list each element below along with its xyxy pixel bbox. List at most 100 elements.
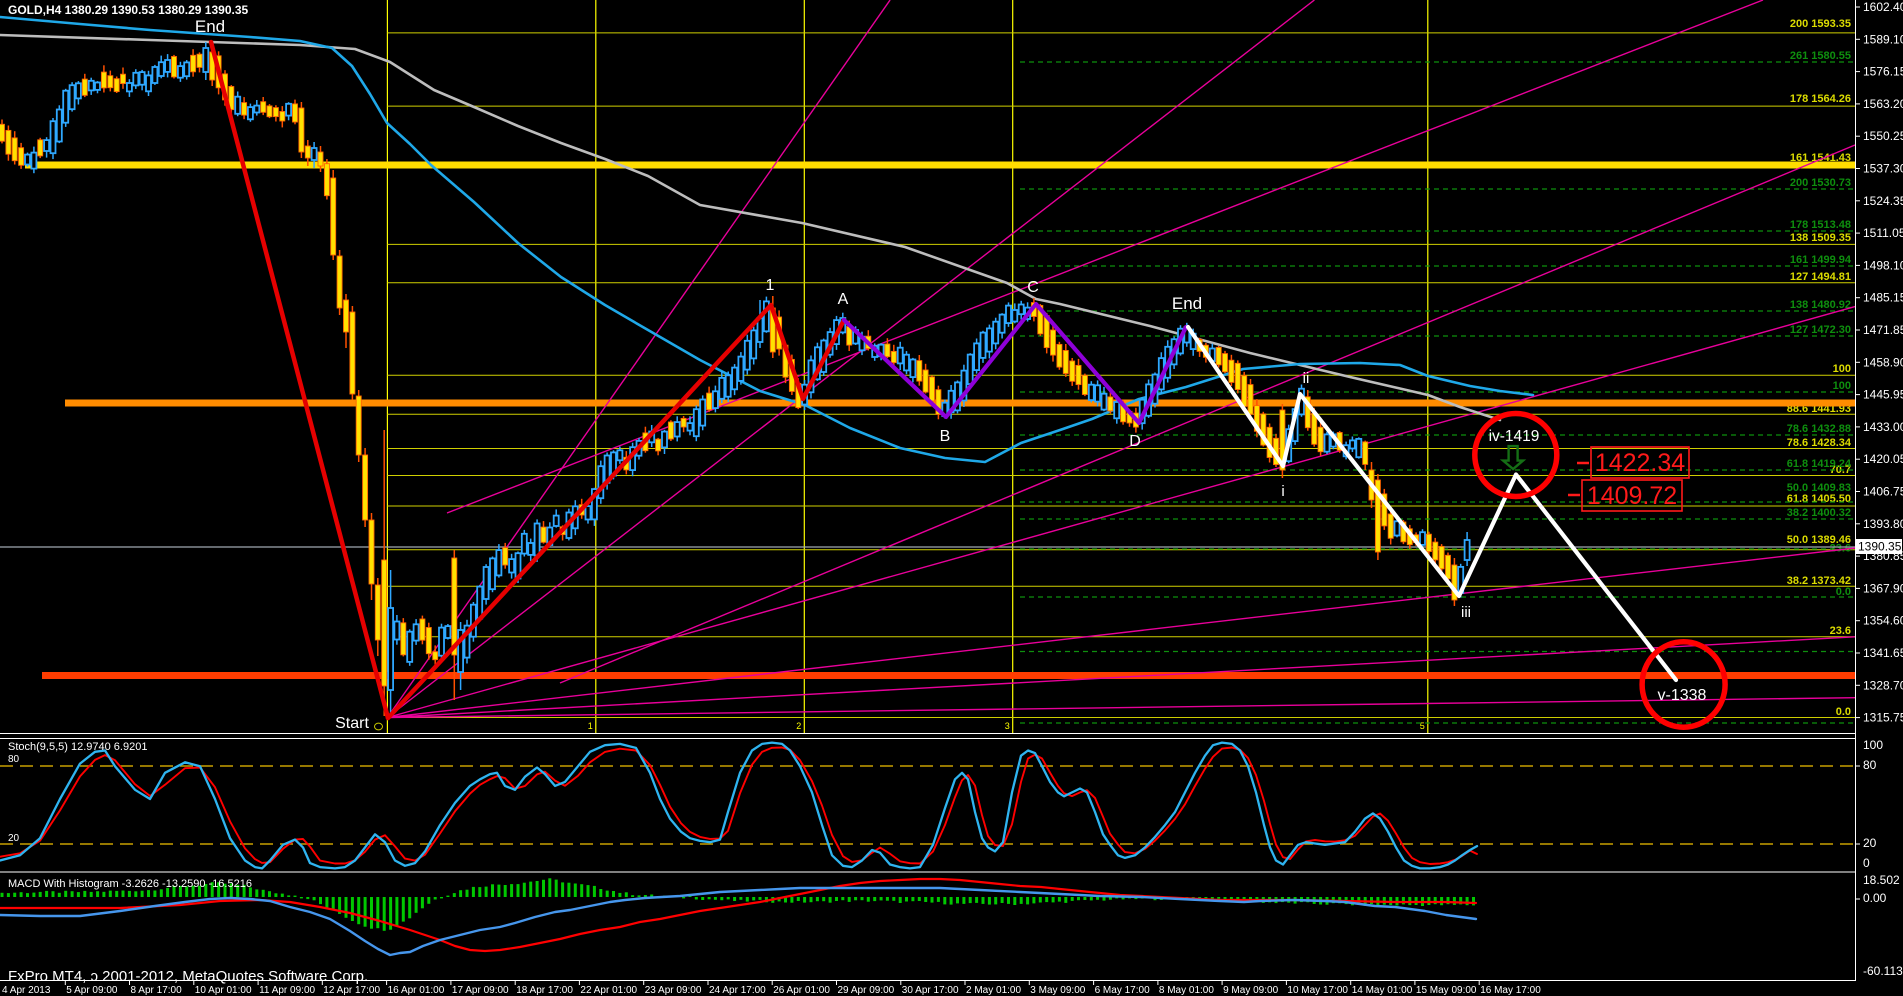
- svg-text:80: 80: [8, 754, 20, 765]
- svg-text:78.6 1432.88: 78.6 1432.88: [1787, 423, 1851, 435]
- svg-text:18.502: 18.502: [1863, 873, 1900, 887]
- svg-text:1315.75: 1315.75: [1863, 711, 1903, 725]
- svg-text:80: 80: [1863, 758, 1877, 772]
- svg-text:8 Apr 17:00: 8 Apr 17:00: [131, 985, 183, 996]
- svg-text:GOLD,H4 1380.29 1390.53 1380.: GOLD,H4 1380.29 1390.53 1380.29 1390.35: [8, 3, 249, 17]
- svg-text:22 Apr 01:00: 22 Apr 01:00: [580, 985, 637, 996]
- svg-text:61.8 1405.50: 61.8 1405.50: [1787, 493, 1851, 505]
- svg-text:5: 5: [1420, 721, 1425, 731]
- svg-text:1420.05: 1420.05: [1863, 452, 1903, 466]
- svg-text:23 Apr 09:00: 23 Apr 09:00: [645, 985, 702, 996]
- svg-text:50.0 1409.83: 50.0 1409.83: [1787, 482, 1851, 494]
- svg-text:1433.00: 1433.00: [1863, 420, 1903, 434]
- svg-text:3 May 09:00: 3 May 09:00: [1030, 985, 1085, 996]
- svg-text:Stoch(9,5,5) 12.9740 6.9201: Stoch(9,5,5) 12.9740 6.9201: [8, 741, 147, 753]
- svg-text:26 Apr 01:00: 26 Apr 01:00: [773, 985, 830, 996]
- svg-text:14 May 01:00: 14 May 01:00: [1352, 985, 1413, 996]
- svg-text:1602.40: 1602.40: [1863, 0, 1903, 14]
- svg-text:12 Apr 17:00: 12 Apr 17:00: [323, 985, 380, 996]
- svg-text:16 Apr 01:00: 16 Apr 01:00: [388, 985, 445, 996]
- svg-text:1563.20: 1563.20: [1863, 97, 1903, 111]
- svg-text:15 May 09:00: 15 May 09:00: [1416, 985, 1477, 996]
- svg-text:1550.25: 1550.25: [1863, 129, 1903, 143]
- svg-text:Start: Start: [335, 715, 369, 732]
- svg-text:1498.10: 1498.10: [1863, 258, 1903, 272]
- svg-text:100: 100: [1833, 363, 1851, 375]
- svg-text:100: 100: [1833, 380, 1851, 392]
- svg-text:End: End: [1172, 294, 1202, 313]
- svg-text:1458.90: 1458.90: [1863, 355, 1903, 369]
- svg-text:1422.34: 1422.34: [1595, 449, 1685, 477]
- svg-text:178 1513.48: 178 1513.48: [1790, 219, 1851, 231]
- svg-text:-60.1136: -60.1136: [1863, 964, 1903, 978]
- svg-text:D: D: [1129, 433, 1141, 450]
- svg-text:MACD With Histogram -3.2626 -1: MACD With Histogram -3.2626 -13.2590 -16…: [8, 878, 252, 890]
- svg-text:11 Apr 09:00: 11 Apr 09:00: [259, 985, 315, 996]
- svg-text:1367.90: 1367.90: [1863, 581, 1903, 595]
- svg-text:1485.15: 1485.15: [1863, 291, 1903, 305]
- svg-text:0.0: 0.0: [1836, 706, 1851, 718]
- svg-text:138 1509.35: 138 1509.35: [1790, 232, 1851, 244]
- svg-text:10 Apr 01:00: 10 Apr 01:00: [195, 985, 252, 996]
- svg-text:23.6: 23.6: [1830, 625, 1851, 637]
- svg-text:138 1480.92: 138 1480.92: [1790, 299, 1851, 311]
- svg-text:1328.70: 1328.70: [1863, 678, 1903, 692]
- svg-text:1: 1: [766, 277, 775, 294]
- svg-text:v-1338: v-1338: [1658, 687, 1707, 704]
- svg-text:1409.72: 1409.72: [1587, 482, 1677, 510]
- svg-text:A: A: [838, 291, 849, 308]
- svg-text:9 May 09:00: 9 May 09:00: [1223, 985, 1278, 996]
- svg-text:End: End: [195, 17, 225, 36]
- svg-text:1576.15: 1576.15: [1863, 65, 1903, 79]
- svg-text:23.6: 23.6: [1830, 543, 1851, 555]
- svg-text:178 1564.26: 178 1564.26: [1790, 93, 1851, 105]
- svg-text:200 1530.73: 200 1530.73: [1790, 177, 1851, 189]
- svg-text:FxPro MT4, ɔ 2001-2012, MetaQu: FxPro MT4, ɔ 2001-2012, MetaQuotes Softw…: [8, 968, 368, 985]
- svg-text:10 May 17:00: 10 May 17:00: [1287, 985, 1348, 996]
- svg-text:200 1593.35: 200 1593.35: [1790, 18, 1851, 30]
- svg-text:ii: ii: [1303, 370, 1310, 387]
- svg-text:24 Apr 17:00: 24 Apr 17:00: [709, 985, 766, 996]
- svg-text:161 1499.94: 161 1499.94: [1790, 254, 1852, 266]
- svg-text:38.2 1400.32: 38.2 1400.32: [1787, 507, 1851, 519]
- svg-text:1445.95: 1445.95: [1863, 388, 1903, 402]
- svg-text:20: 20: [8, 833, 20, 844]
- svg-text:161 1541.43: 161 1541.43: [1790, 152, 1851, 164]
- svg-text:61.8 1419.24: 61.8 1419.24: [1787, 458, 1852, 470]
- svg-text:38.2 1373.42: 38.2 1373.42: [1787, 575, 1851, 587]
- svg-text:0.0: 0.0: [1836, 586, 1851, 598]
- svg-text:4 Apr 2013: 4 Apr 2013: [2, 985, 51, 996]
- svg-text:127 1472.30: 127 1472.30: [1790, 324, 1851, 336]
- svg-text:1471.85: 1471.85: [1863, 323, 1903, 337]
- svg-text:8 May 01:00: 8 May 01:00: [1159, 985, 1214, 996]
- svg-text:17 Apr 09:00: 17 Apr 09:00: [452, 985, 509, 996]
- svg-text:1511.05: 1511.05: [1863, 226, 1903, 240]
- svg-text:6 May 17:00: 6 May 17:00: [1095, 985, 1150, 996]
- svg-text:iii: iii: [1461, 604, 1471, 621]
- svg-text:18 Apr 17:00: 18 Apr 17:00: [516, 985, 573, 996]
- svg-text:1589.10: 1589.10: [1863, 32, 1903, 46]
- svg-text:iv-1419: iv-1419: [1489, 428, 1540, 445]
- svg-text:1390.35: 1390.35: [1858, 540, 1902, 554]
- svg-text:i: i: [1281, 483, 1284, 500]
- svg-text:2: 2: [796, 721, 801, 731]
- svg-text:5 Apr 09:00: 5 Apr 09:00: [66, 985, 118, 996]
- svg-text:1393.80: 1393.80: [1863, 517, 1903, 531]
- svg-text:261 1580.55: 261 1580.55: [1790, 50, 1851, 62]
- svg-text:1406.75: 1406.75: [1863, 485, 1903, 499]
- svg-text:1341.65: 1341.65: [1863, 646, 1903, 660]
- svg-text:1524.35: 1524.35: [1863, 194, 1903, 208]
- svg-text:B: B: [940, 428, 951, 445]
- svg-text:127 1494.81: 127 1494.81: [1790, 271, 1851, 283]
- svg-text:1537.30: 1537.30: [1863, 162, 1903, 176]
- svg-text:20: 20: [1863, 836, 1877, 850]
- svg-text:3: 3: [1005, 721, 1010, 731]
- svg-text:C: C: [1027, 279, 1039, 296]
- svg-text:78.6 1428.34: 78.6 1428.34: [1787, 437, 1852, 449]
- svg-text:2 May 01:00: 2 May 01:00: [966, 985, 1021, 996]
- svg-text:0.00: 0.00: [1863, 891, 1887, 905]
- svg-text:1: 1: [588, 721, 593, 731]
- svg-text:50.0 1389.46: 50.0 1389.46: [1787, 534, 1851, 546]
- svg-text:29 Apr 09:00: 29 Apr 09:00: [838, 985, 895, 996]
- svg-text:0: 0: [1863, 856, 1870, 870]
